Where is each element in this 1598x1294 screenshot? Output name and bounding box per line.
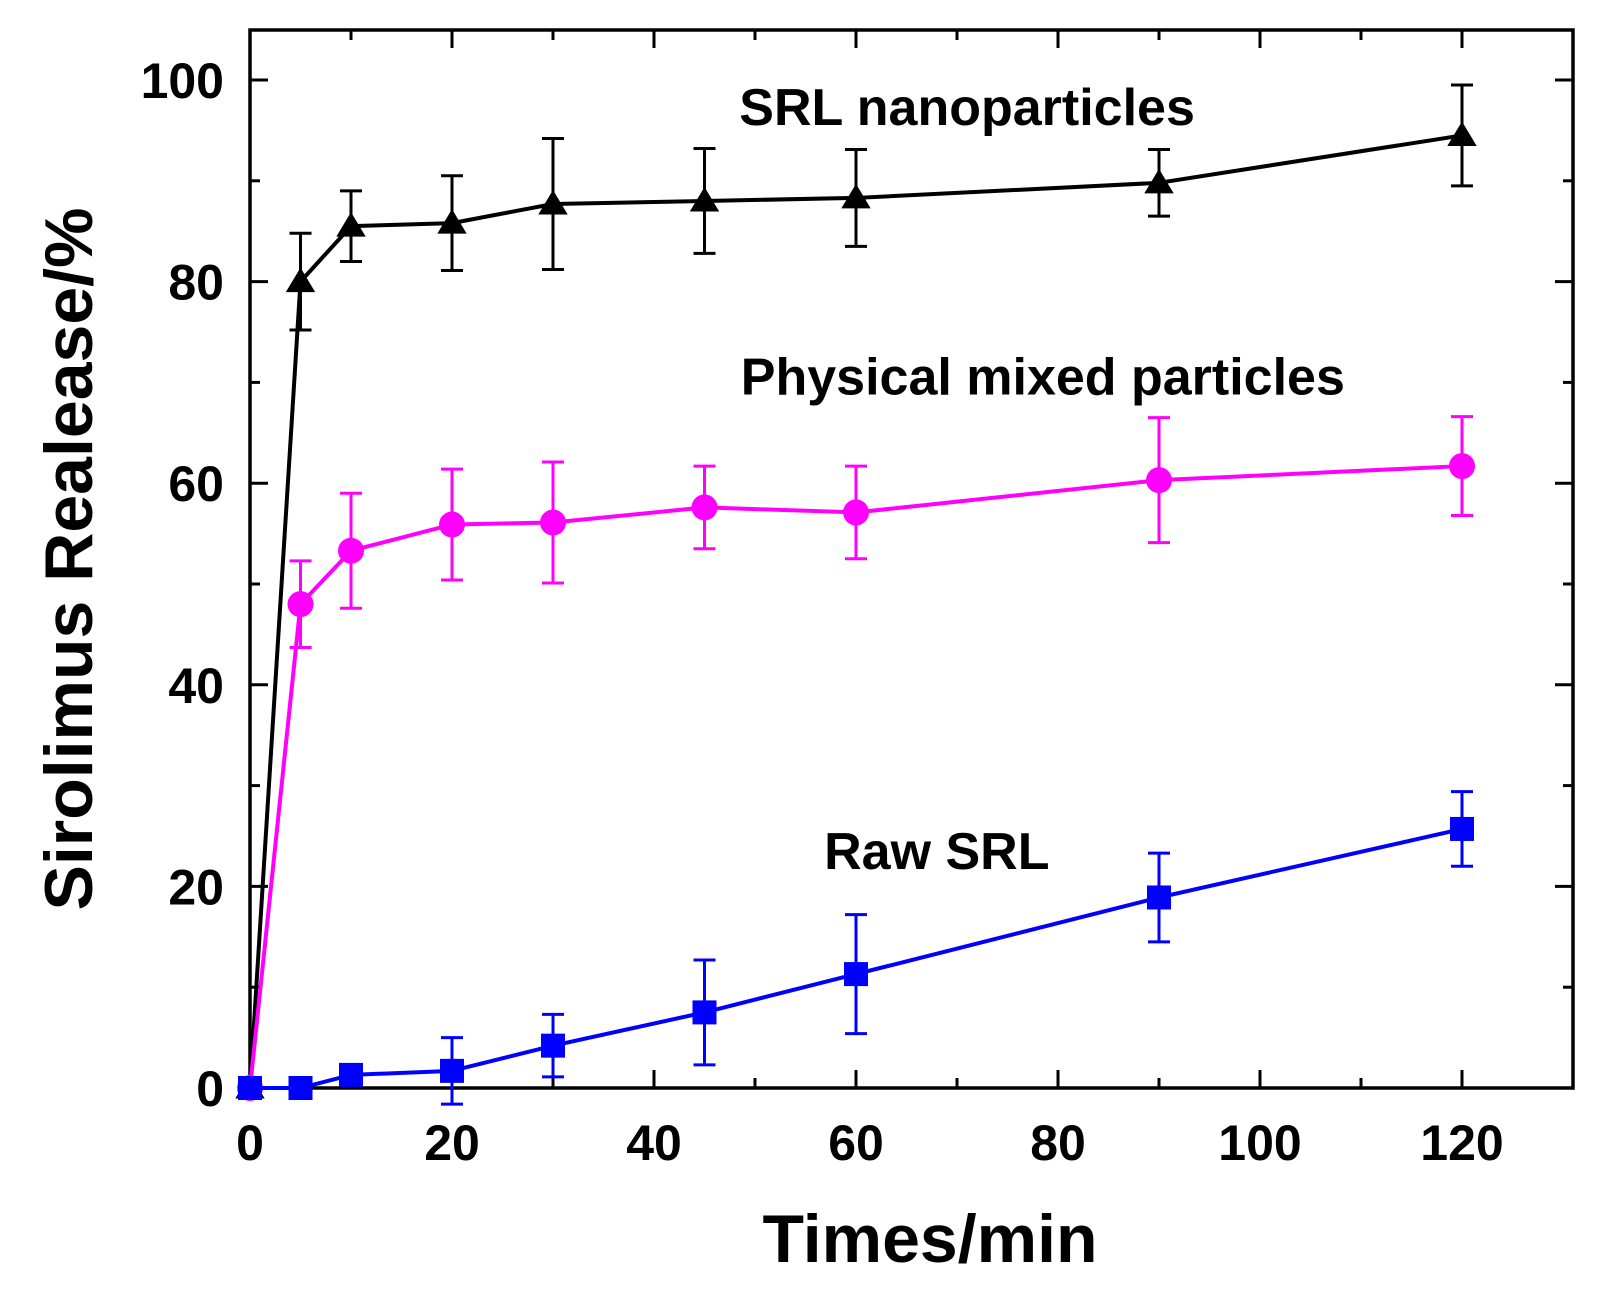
x-axis-title: Times/min <box>762 1201 1097 1277</box>
axis-ticks <box>248 30 1573 1090</box>
data-point <box>540 509 566 536</box>
data-point <box>1146 467 1172 494</box>
data-point <box>288 1076 313 1100</box>
data-point <box>1450 816 1474 841</box>
y-tick-label: 20 <box>168 859 224 915</box>
data-point <box>691 494 718 521</box>
plot-frame <box>248 28 1575 1090</box>
data-point <box>439 511 465 538</box>
data-point <box>1449 453 1475 480</box>
series-annotation: Raw SRL <box>824 823 1049 881</box>
data-point <box>1447 121 1477 146</box>
annotation-layer: SRL nanoparticles Physical mixed particle… <box>739 79 1345 881</box>
x-tick-label: 100 <box>1218 1115 1301 1171</box>
data-point <box>336 212 366 237</box>
data-point <box>285 267 316 293</box>
x-tick-label: 60 <box>828 1115 884 1171</box>
x-tick-label: 40 <box>626 1115 682 1171</box>
data-point <box>1144 168 1174 194</box>
data-point <box>692 1000 717 1025</box>
data-point <box>440 1058 464 1083</box>
y-axis-title: Sirolimus Realease/% <box>31 207 107 910</box>
data-point <box>841 183 871 209</box>
data-point <box>339 1062 363 1087</box>
series-annotation: SRL nanoparticles <box>739 79 1195 137</box>
y-tick-label: 80 <box>168 255 224 311</box>
series-layer <box>235 83 1477 1106</box>
data-point <box>541 1033 565 1058</box>
data-point <box>844 962 868 987</box>
data-point <box>538 189 568 215</box>
x-tick-label: 120 <box>1420 1115 1503 1171</box>
data-point <box>238 1076 262 1100</box>
data-point <box>1147 885 1171 910</box>
y-tick-label: 60 <box>168 456 224 512</box>
x-tick-label: 20 <box>424 1115 480 1171</box>
y-tick-label: 100 <box>141 53 224 109</box>
data-point <box>437 209 467 234</box>
y-tick-label: 0 <box>196 1061 224 1117</box>
series-square <box>238 790 1474 1106</box>
axis-tick-labels: 0 20 40 60 80 100 120 0 20 40 60 80 100 <box>141 53 1504 1171</box>
data-point <box>689 186 720 212</box>
x-tick-label: 0 <box>236 1115 264 1171</box>
x-tick-label: 80 <box>1030 1115 1086 1171</box>
data-point <box>843 499 869 526</box>
series-annotation: Physical mixed particles <box>741 348 1345 406</box>
data-point <box>338 537 364 564</box>
y-tick-label: 40 <box>168 658 224 714</box>
data-point <box>287 591 314 618</box>
